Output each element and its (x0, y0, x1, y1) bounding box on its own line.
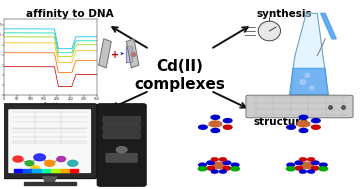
Circle shape (312, 119, 320, 123)
Circle shape (224, 119, 232, 123)
FancyBboxPatch shape (8, 109, 91, 174)
Text: affinity to DNA: affinity to DNA (26, 9, 114, 19)
Polygon shape (24, 182, 76, 184)
Circle shape (287, 125, 295, 129)
Polygon shape (99, 39, 111, 68)
Text: +: + (111, 50, 120, 60)
Circle shape (223, 161, 231, 165)
Text: structure: structure (253, 117, 308, 127)
Circle shape (297, 121, 310, 127)
Polygon shape (126, 46, 132, 62)
Circle shape (211, 129, 220, 132)
FancyBboxPatch shape (103, 132, 140, 139)
Circle shape (231, 163, 239, 167)
Circle shape (211, 170, 218, 173)
Circle shape (305, 73, 310, 77)
FancyBboxPatch shape (246, 95, 353, 118)
Circle shape (295, 161, 303, 165)
Circle shape (13, 156, 23, 162)
Circle shape (199, 163, 206, 167)
Circle shape (308, 158, 315, 161)
Circle shape (300, 80, 306, 84)
FancyBboxPatch shape (2, 104, 97, 179)
FancyBboxPatch shape (103, 124, 140, 131)
Polygon shape (51, 169, 60, 172)
Circle shape (308, 170, 315, 173)
Polygon shape (32, 169, 41, 172)
Circle shape (198, 167, 207, 171)
Circle shape (209, 121, 221, 127)
Circle shape (207, 167, 215, 170)
Circle shape (212, 163, 225, 168)
Circle shape (301, 163, 313, 168)
Circle shape (211, 158, 218, 161)
Polygon shape (23, 169, 32, 172)
Circle shape (224, 125, 232, 129)
Circle shape (312, 125, 320, 129)
Polygon shape (42, 177, 57, 182)
Circle shape (220, 170, 226, 173)
Text: Cd(II)
complexes: Cd(II) complexes (135, 59, 225, 92)
Circle shape (287, 167, 295, 171)
Polygon shape (126, 39, 139, 68)
Circle shape (68, 160, 78, 166)
Circle shape (220, 158, 226, 161)
Polygon shape (291, 68, 327, 95)
Text: synthesis: synthesis (257, 9, 312, 19)
Circle shape (295, 167, 303, 170)
Circle shape (45, 160, 55, 166)
Circle shape (116, 146, 127, 153)
Circle shape (231, 167, 239, 171)
Polygon shape (289, 13, 329, 95)
X-axis label: Time (s): Time (s) (43, 101, 58, 105)
Circle shape (311, 167, 319, 170)
Circle shape (287, 163, 294, 167)
FancyBboxPatch shape (97, 104, 146, 186)
Circle shape (211, 115, 220, 119)
Circle shape (207, 161, 215, 165)
Circle shape (310, 86, 314, 90)
Circle shape (300, 170, 306, 173)
Text: computational
characterization: computational characterization (25, 117, 115, 139)
Circle shape (199, 125, 207, 129)
Circle shape (319, 167, 328, 171)
Circle shape (25, 161, 34, 166)
Circle shape (311, 161, 319, 165)
FancyBboxPatch shape (106, 153, 138, 163)
FancyBboxPatch shape (103, 116, 140, 123)
Circle shape (34, 154, 45, 161)
Circle shape (300, 158, 306, 161)
Circle shape (31, 166, 40, 171)
Polygon shape (14, 169, 22, 172)
Polygon shape (42, 169, 50, 172)
Circle shape (299, 115, 308, 119)
Circle shape (299, 129, 308, 132)
Circle shape (258, 21, 280, 41)
Polygon shape (70, 169, 78, 172)
Circle shape (223, 167, 231, 170)
Polygon shape (60, 169, 69, 172)
Circle shape (57, 156, 66, 162)
Polygon shape (321, 13, 336, 39)
Circle shape (319, 163, 327, 167)
